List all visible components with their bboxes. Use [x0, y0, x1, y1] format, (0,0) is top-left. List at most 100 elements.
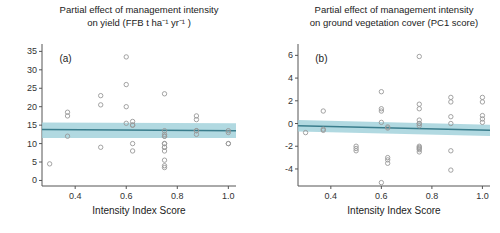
scatter-point	[385, 125, 389, 129]
x-tick-label: 1.0	[222, 191, 235, 201]
y-tick-label: 2	[288, 96, 293, 106]
y-axis	[42, 44, 43, 186]
x-tick-label: 0.4	[325, 191, 338, 201]
x-axis	[298, 186, 490, 187]
y-tick	[39, 69, 42, 70]
x-tick	[75, 186, 76, 189]
scatter-point	[449, 149, 453, 153]
x-tick	[431, 186, 432, 189]
scatter-point	[417, 144, 421, 148]
y-tick	[39, 51, 42, 52]
scatter-point	[162, 158, 166, 162]
x-tick-label: 0.8	[171, 191, 184, 201]
scatter-point	[379, 180, 383, 184]
fit-line	[298, 126, 490, 131]
scatter-point	[65, 134, 69, 138]
y-tick-label: 0	[288, 119, 293, 129]
scatter-point	[226, 141, 230, 145]
scatter-point	[449, 95, 453, 99]
scatter-point	[124, 121, 128, 125]
y-tick	[295, 78, 298, 79]
panel: Partial effect of management intensity on…	[27, 4, 236, 216]
scatter-point	[417, 54, 421, 58]
title: Partial effect of management intensity	[60, 4, 219, 15]
y-tick-label: 10	[27, 139, 37, 149]
y-tick-label: 0	[32, 175, 37, 185]
scatter-point	[130, 123, 134, 127]
x-tick-label: 0.6	[120, 191, 133, 201]
y-tick	[295, 123, 298, 124]
y-tick	[39, 143, 42, 144]
title: Partial effect of management intensity	[315, 4, 474, 15]
y-tick-label: 6	[288, 50, 293, 60]
plot-area	[42, 55, 236, 170]
scatter-point	[379, 109, 383, 113]
scatter-point	[194, 128, 198, 132]
scatter-point	[449, 100, 453, 104]
y-tick-label: 5	[32, 157, 37, 167]
chart-root: Partial effect of management intensity on…	[0, 0, 500, 233]
x-tick-label: 0.4	[69, 191, 82, 201]
x-tick	[228, 186, 229, 189]
scatter-point	[449, 115, 453, 119]
scatter-point	[124, 82, 128, 86]
panel: Partial effect of management intensity on…	[285, 4, 490, 216]
x-tick-label: 0.8	[426, 191, 439, 201]
y-tick	[39, 88, 42, 89]
scatter-point	[162, 145, 166, 149]
scatter-point	[321, 128, 325, 132]
x-tick-label: 0.6	[375, 191, 388, 201]
y-tick-label: 25	[27, 83, 37, 93]
scatter-point	[354, 149, 358, 153]
y-tick-label: 4	[288, 73, 293, 83]
scatter-point	[226, 141, 230, 145]
y-tick-label: 30	[27, 65, 37, 75]
scatter-point	[303, 130, 307, 134]
scatter-point	[321, 109, 325, 113]
scatter-point	[226, 128, 230, 132]
x-tick	[482, 186, 483, 189]
x-tick	[381, 186, 382, 189]
scatter-point	[162, 132, 166, 136]
subtitle: on yield (FFB t ha⁻¹ yr⁻¹ )	[87, 17, 191, 28]
scatter-point	[417, 150, 421, 154]
scatter-point	[379, 90, 383, 94]
scatter-point	[124, 105, 128, 109]
y-tick-label: 35	[27, 46, 37, 56]
scatter-point	[162, 145, 166, 149]
plot-area	[298, 54, 490, 184]
scatter-point	[162, 92, 166, 96]
y-tick	[39, 106, 42, 107]
y-tick-label: 15	[27, 120, 37, 130]
y-axis	[298, 44, 299, 186]
y-tick	[295, 100, 298, 101]
scatter-point	[417, 102, 421, 106]
scatter-point	[162, 165, 166, 169]
scatter-point	[417, 107, 421, 111]
y-tick	[295, 146, 298, 147]
scatter-point	[449, 121, 453, 125]
y-tick	[39, 125, 42, 126]
subtitle: on ground vegetation cover (PC1 score)	[310, 17, 478, 28]
y-tick	[295, 168, 298, 169]
scatter-point	[354, 144, 358, 148]
x-axis	[42, 186, 236, 187]
scatter-point	[480, 120, 484, 124]
scatter-point	[130, 141, 134, 145]
y-tick	[39, 180, 42, 181]
confidence-band	[298, 120, 490, 136]
panel-label: (a)	[59, 53, 71, 64]
y-tick	[39, 162, 42, 163]
scatter-point	[379, 120, 383, 124]
scatter-point	[480, 100, 484, 104]
y-tick	[295, 55, 298, 56]
scatter-point	[449, 168, 453, 172]
scatter-point	[417, 121, 421, 125]
scatter-point	[99, 103, 103, 107]
scatter-point	[194, 117, 198, 121]
scatter-point	[99, 145, 103, 149]
x-label: Intensity Index Score	[347, 205, 441, 216]
panel-label: (b)	[315, 53, 327, 64]
scatter-point	[99, 93, 103, 97]
y-tick-label: -4	[285, 164, 293, 174]
